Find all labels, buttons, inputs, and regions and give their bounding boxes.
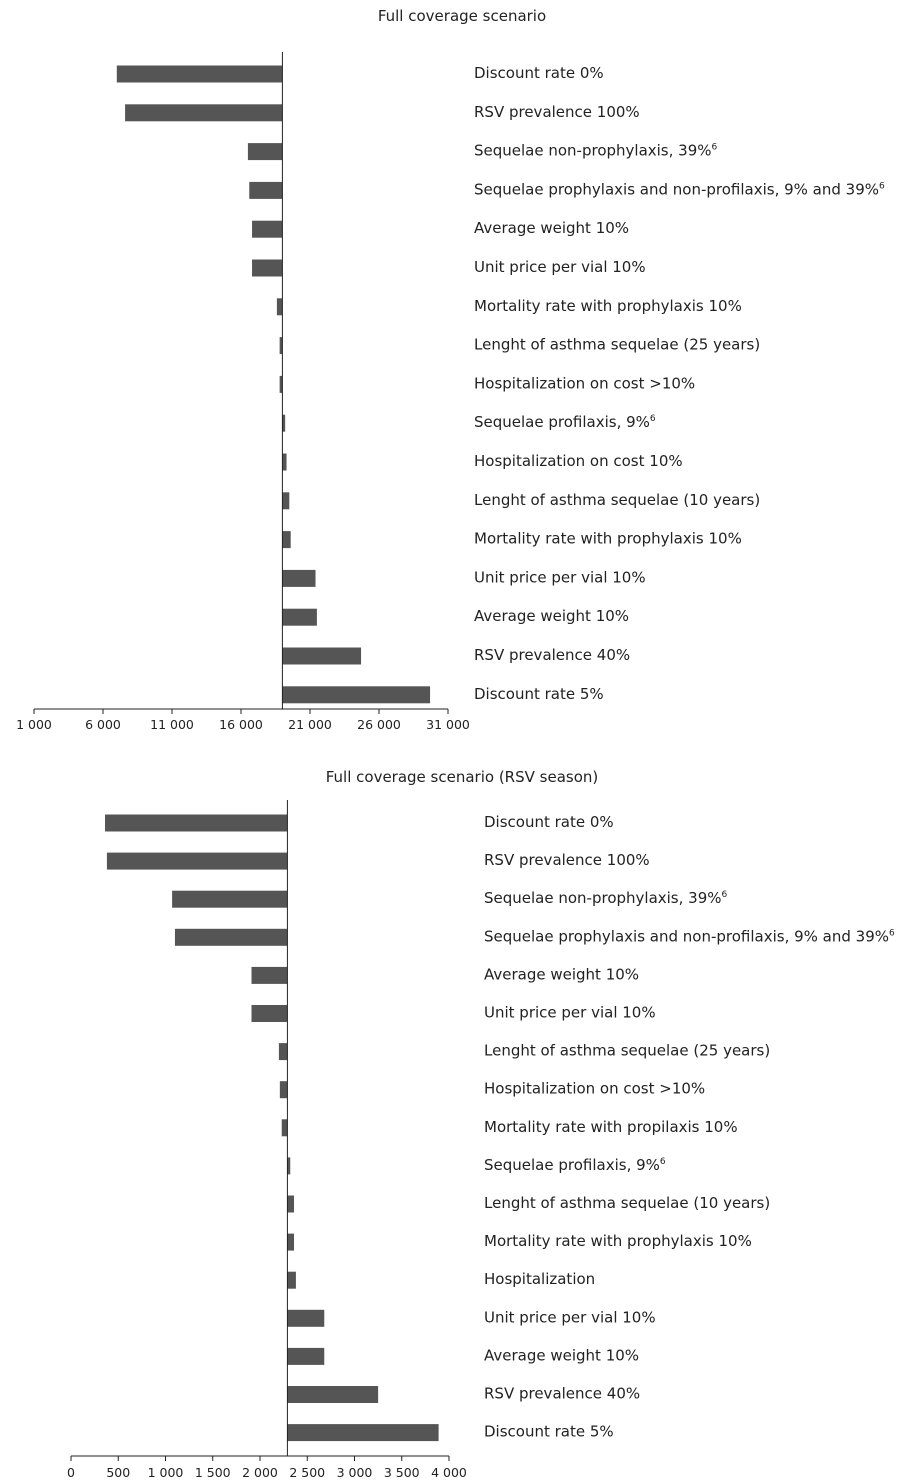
bar (287, 1347, 325, 1365)
bar (278, 1043, 288, 1061)
bar-label: Mortality rate with prophylaxis 10% (474, 530, 742, 548)
x-tick-label: 11 000 (150, 717, 194, 732)
bar-label: Discount rate 5% (474, 685, 604, 703)
bar (251, 1005, 288, 1022)
x-tick-label: 1 500 (195, 1465, 231, 1480)
bar-label: Average weight 10% (484, 1346, 639, 1364)
bar-label: Lenght of asthma sequelae (10 years) (474, 491, 760, 509)
bar (247, 143, 283, 161)
bar-label: Hospitalization on cost >10% (474, 374, 695, 392)
bar (249, 181, 283, 199)
bar (116, 65, 283, 83)
footnote-marker: 6 (650, 414, 656, 424)
x-tick-label: 2 000 (242, 1465, 278, 1480)
bar (251, 966, 288, 984)
bar-label: Mortality rate with prophylaxis 10% (484, 1232, 752, 1250)
x-tick-label: 500 (106, 1465, 130, 1480)
bar-label: Average weight 10% (474, 607, 629, 625)
bar (106, 852, 288, 870)
bar (287, 1157, 291, 1175)
x-tick-label: 1 000 (148, 1465, 184, 1480)
x-tick-label: 2 500 (289, 1465, 325, 1480)
bar-label: Unit price per vial 10% (474, 258, 646, 276)
bar-label: Average weight 10% (474, 219, 629, 237)
bar (282, 492, 290, 510)
bar (105, 814, 288, 832)
x-tick-label: 21 000 (288, 717, 332, 732)
bar-label: Sequelae non-prophylaxis, 39%6 (474, 142, 718, 160)
bar (287, 1195, 295, 1213)
bar (282, 608, 317, 626)
x-tick-label: 16 000 (219, 717, 263, 732)
bar (287, 1424, 439, 1442)
bar-label: RSV prevalence 40% (484, 1385, 640, 1403)
chart-1: Full coverage scenario Discount rate 0% RS… (16, 7, 885, 732)
bar-label: Discount rate 0% (484, 813, 614, 831)
bar (282, 569, 316, 587)
chart-2: Full coverage scenario (RSV season) Disco… (67, 768, 895, 1480)
bar-label: Unit price per vial 10% (474, 568, 646, 586)
bar-label: RSV prevalence 100% (474, 103, 640, 121)
footnote-marker: 6 (660, 1157, 666, 1167)
x-tick-label: 6 000 (85, 717, 121, 732)
x-tick-label: 4 000 (431, 1465, 467, 1480)
bar-label: Average weight 10% (484, 965, 639, 983)
bar-label: Lenght of asthma sequelae (10 years) (484, 1194, 770, 1212)
bar (276, 298, 283, 316)
bar-label: Sequelae profilaxis, 9%6 (484, 1156, 666, 1174)
bar (282, 686, 431, 704)
x-tick-label: 0 (67, 1465, 75, 1480)
bar (281, 1119, 288, 1137)
bar-label: Lenght of asthma sequelae (25 years) (484, 1042, 770, 1060)
bar (287, 1233, 295, 1251)
bar-label: Sequelae prophylaxis and non-profilaxis,… (484, 927, 895, 945)
bar-label: Mortality rate with prophylaxis 10% (474, 297, 742, 315)
bar-label: Sequelae prophylaxis and non-profilaxis,… (474, 180, 885, 198)
bar (282, 414, 286, 432)
bar (252, 259, 283, 277)
bar (252, 220, 283, 238)
bar (279, 337, 283, 355)
bar (279, 1081, 288, 1099)
bar (282, 453, 287, 471)
bar-label: Sequelae profilaxis, 9%6 (474, 413, 656, 431)
bar-label: RSV prevalence 100% (484, 851, 650, 869)
x-tick-label: 3 500 (384, 1465, 420, 1480)
footnote-marker: 6 (722, 890, 728, 900)
bar (287, 1386, 379, 1403)
bar-label: Hospitalization on cost 10% (474, 452, 683, 470)
x-tick-label: 31 000 (426, 717, 470, 732)
bar-label: Unit price per vial 10% (484, 1308, 656, 1326)
bar-label: Lenght of asthma sequelae (25 years) (474, 336, 760, 354)
bar-label: RSV prevalence 40% (474, 646, 630, 664)
x-tick-label: 3 000 (337, 1465, 373, 1480)
bar (287, 1309, 325, 1327)
bar (174, 928, 288, 946)
bar-label: Discount rate 0% (474, 64, 604, 82)
bar-label: Discount rate 5% (484, 1423, 614, 1441)
footnote-marker: 6 (879, 181, 885, 191)
bar-label: Unit price per vial 10% (484, 1004, 656, 1022)
bar (172, 890, 288, 908)
bar-label: Hospitalization on cost >10% (484, 1080, 705, 1098)
bar (287, 1271, 296, 1289)
x-tick-label: 26 000 (357, 717, 401, 732)
chart-title: Full coverage scenario (RSV season) (326, 768, 599, 786)
chart-title: Full coverage scenario (378, 7, 546, 25)
bar-label: Sequelae non-prophylaxis, 39%6 (484, 889, 728, 907)
footnote-marker: 6 (889, 928, 895, 938)
bar (125, 104, 283, 122)
bar (282, 647, 362, 665)
bar (279, 375, 283, 393)
bar-label: Hospitalization (484, 1270, 595, 1288)
bar-label: Mortality rate with propilaxis 10% (484, 1118, 738, 1136)
footnote-marker: 6 (712, 143, 718, 153)
bar (282, 531, 291, 549)
x-tick-label: 1 000 (16, 717, 52, 732)
